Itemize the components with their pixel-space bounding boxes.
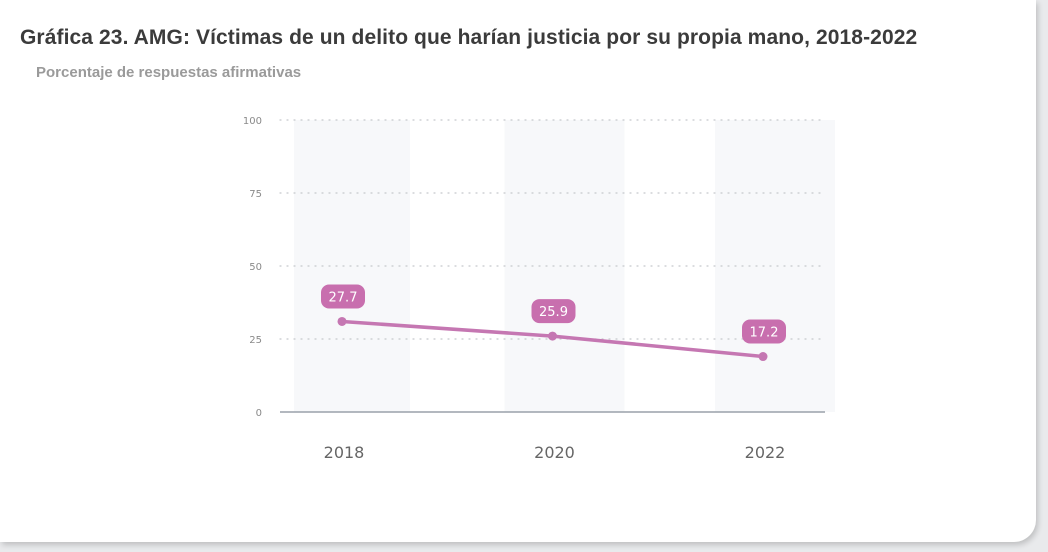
chart-subtitle: Porcentaje de respuestas afirmativas — [36, 64, 302, 81]
data-point-2022[interactable] — [758, 352, 768, 362]
data-label-2020: 25.9 — [531, 299, 576, 324]
y-tick-label: 25 — [249, 335, 262, 346]
data-label-2018: 27.7 — [321, 284, 365, 309]
x-tick-label-2018: 2018 — [324, 443, 365, 462]
category-band-2020 — [504, 120, 625, 412]
data-labels: 27.7 25.9 17.2 — [321, 284, 786, 344]
category-band-2022 — [715, 120, 835, 412]
y-tick-label: 100 — [243, 116, 262, 127]
category-bands — [294, 120, 835, 412]
y-tick-label: 50 — [249, 262, 262, 273]
y-tick-label: 0 — [256, 408, 262, 419]
category-band-2018 — [294, 120, 410, 412]
svg-text:17.2: 17.2 — [750, 326, 779, 341]
svg-text:25.9: 25.9 — [539, 305, 568, 320]
chart-card: Gráfica 23. AMG: Víctimas de un delito q… — [0, 0, 1036, 542]
data-label-2022: 17.2 — [742, 319, 786, 344]
line-chart: 100 75 50 25 0 27.7 25.9 17.2 2018 2020 2022 — [242, 116, 835, 462]
x-tick-label-2020: 2020 — [534, 443, 575, 462]
x-tick-label-2022: 2022 — [745, 443, 786, 462]
svg-text:27.7: 27.7 — [329, 290, 358, 305]
x-axis-ticks: 2018 2020 2022 — [324, 443, 786, 462]
data-point-2020[interactable] — [548, 331, 557, 341]
data-point-2018[interactable] — [337, 316, 347, 326]
y-tick-label: 75 — [249, 189, 262, 200]
y-axis-ticks: 100 75 50 25 0 — [243, 116, 262, 419]
chart-title: Gráfica 23. AMG: Víctimas de un delito q… — [20, 26, 918, 49]
data-points — [337, 316, 768, 362]
